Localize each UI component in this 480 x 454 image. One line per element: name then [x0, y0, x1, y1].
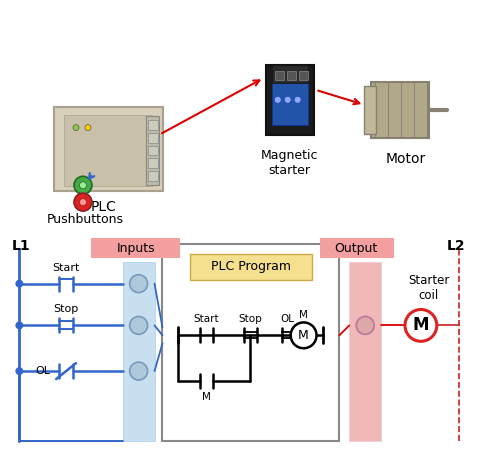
Text: Magnetic
starter: Magnetic starter — [261, 149, 318, 178]
Text: PLC: PLC — [91, 200, 117, 214]
FancyBboxPatch shape — [145, 116, 159, 185]
FancyBboxPatch shape — [91, 238, 180, 258]
Text: M: M — [413, 316, 429, 335]
Text: OL: OL — [281, 315, 295, 325]
FancyBboxPatch shape — [54, 107, 164, 191]
Circle shape — [130, 316, 147, 334]
Circle shape — [15, 280, 24, 288]
Text: OL: OL — [36, 366, 51, 376]
Circle shape — [15, 367, 24, 375]
Text: Inputs: Inputs — [116, 242, 155, 255]
FancyBboxPatch shape — [349, 262, 381, 441]
FancyBboxPatch shape — [272, 65, 308, 83]
Text: Output: Output — [335, 242, 378, 255]
Circle shape — [284, 96, 291, 103]
Circle shape — [291, 322, 316, 348]
FancyBboxPatch shape — [266, 65, 313, 134]
FancyBboxPatch shape — [64, 115, 152, 186]
Text: Start: Start — [52, 263, 80, 273]
Circle shape — [74, 193, 92, 211]
FancyBboxPatch shape — [147, 120, 157, 129]
Text: Starter
coil: Starter coil — [408, 274, 450, 301]
Circle shape — [74, 176, 92, 194]
Circle shape — [80, 199, 86, 206]
FancyBboxPatch shape — [147, 133, 157, 143]
Circle shape — [130, 275, 147, 292]
FancyBboxPatch shape — [272, 83, 308, 125]
FancyBboxPatch shape — [364, 86, 376, 133]
Text: Stop: Stop — [238, 315, 262, 325]
Circle shape — [405, 310, 437, 341]
Text: L2: L2 — [447, 239, 466, 253]
Circle shape — [294, 96, 301, 103]
Text: Start: Start — [193, 315, 219, 325]
FancyBboxPatch shape — [287, 71, 296, 80]
FancyBboxPatch shape — [299, 71, 308, 80]
Text: PLC Program: PLC Program — [211, 260, 291, 273]
FancyBboxPatch shape — [162, 244, 339, 441]
Circle shape — [130, 362, 147, 380]
FancyBboxPatch shape — [190, 254, 312, 280]
Text: M: M — [202, 392, 211, 402]
Circle shape — [85, 125, 91, 131]
FancyBboxPatch shape — [371, 82, 429, 138]
Text: M: M — [298, 329, 309, 342]
Text: Pushbuttons: Pushbuttons — [47, 212, 123, 226]
Text: M: M — [299, 311, 308, 321]
FancyBboxPatch shape — [147, 145, 157, 155]
Circle shape — [15, 321, 24, 329]
FancyBboxPatch shape — [147, 171, 157, 181]
FancyBboxPatch shape — [123, 262, 155, 441]
Text: Motor: Motor — [386, 153, 426, 167]
Text: L1: L1 — [12, 239, 30, 253]
Circle shape — [356, 316, 374, 334]
Circle shape — [274, 96, 281, 103]
FancyBboxPatch shape — [320, 238, 394, 258]
FancyBboxPatch shape — [147, 158, 157, 168]
Circle shape — [73, 125, 79, 131]
Circle shape — [80, 182, 86, 189]
FancyBboxPatch shape — [275, 71, 284, 80]
Text: Stop: Stop — [53, 305, 79, 315]
FancyBboxPatch shape — [1, 232, 479, 453]
